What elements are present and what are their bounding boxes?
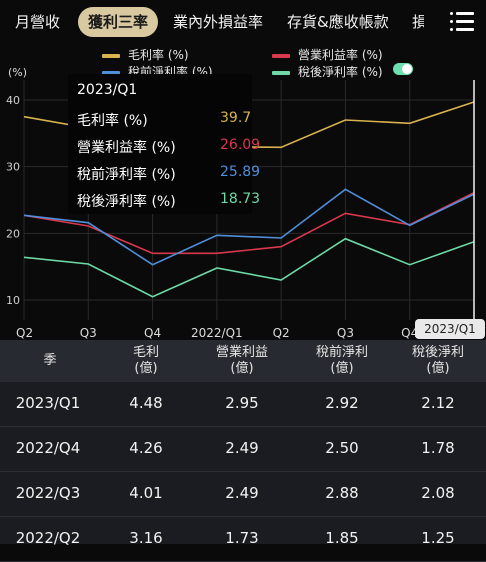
table-row[interactable]: 2022/Q4 4.26 2.49 2.50 1.78	[0, 427, 486, 472]
tooltip-label: 毛利率 (%)	[77, 113, 148, 129]
column-header-operating-income: 營業利益 (億)	[215, 345, 268, 376]
cell-quarter: 2022/Q2	[15, 529, 81, 547]
tooltip-title: 2023/Q1	[77, 82, 138, 98]
column-header-quarter: 季	[43, 353, 57, 368]
x-tick-label: 2022/Q1	[191, 326, 243, 340]
x-tick-label: Q3	[337, 326, 354, 340]
tab-more[interactable]: 損	[412, 13, 424, 31]
series-line	[23, 237, 475, 298]
cell-operating-income: 2.49	[225, 484, 259, 502]
x-tick-label: Q2	[16, 326, 33, 340]
cell-pretax-income: 1.85	[325, 529, 359, 547]
tooltip-value: 25.89	[220, 164, 261, 180]
x-tick-label: Q4	[144, 326, 161, 340]
cell-quarter: 2022/Q4	[15, 439, 81, 457]
cell-gross-profit: 4.26	[129, 439, 163, 457]
cell-net-income: 1.78	[421, 439, 455, 457]
toggle-switch[interactable]	[393, 63, 413, 75]
cell-operating-income: 2.95	[225, 394, 259, 412]
legend-swatch	[272, 53, 290, 58]
tab-non-operating-ratio[interactable]: 業內外損益率	[173, 13, 264, 31]
tab-monthly-revenue[interactable]: 月營收	[15, 13, 61, 31]
legend-swatch	[102, 70, 120, 75]
y-tick-label: 40	[6, 94, 20, 107]
tooltip-label: 稅前淨利率 (%)	[77, 167, 176, 183]
tooltip-label: 營業利益率 (%)	[77, 140, 176, 156]
cell-gross-profit: 4.01	[129, 484, 163, 502]
tab-inventory-receivables[interactable]: 存貨&應收帳款	[287, 13, 389, 31]
cell-pretax-income: 2.50	[325, 439, 359, 457]
legend-swatch	[102, 53, 120, 58]
cell-quarter: 2022/Q3	[15, 484, 81, 502]
legend-operating-margin[interactable]: 營業利益率 (%)	[272, 46, 383, 63]
x-tick-label: Q2	[273, 326, 290, 340]
x-tick-label: Q4	[401, 326, 418, 340]
series-line	[23, 188, 475, 266]
column-header-net-income: 稅後淨利 (億)	[411, 345, 464, 376]
cell-net-income: 1.25	[421, 529, 455, 547]
table-row[interactable]: 2022/Q2 3.16 1.73 1.85 1.25	[0, 517, 486, 562]
table-row[interactable]: 2023/Q1 4.48 2.95 2.92 2.12	[0, 382, 486, 427]
cell-gross-profit: 4.48	[129, 394, 163, 412]
table-header: 季 毛利 (億) 營業利益 (億) 稅前淨利 (億) 稅後淨利 (億)	[0, 340, 486, 382]
cell-operating-income: 1.73	[225, 529, 259, 547]
y-tick-label: 20	[6, 227, 20, 240]
menu-icon[interactable]	[450, 12, 474, 32]
x-tick-label: Q3	[80, 326, 97, 340]
selected-period-badge: 2023/Q1	[415, 319, 485, 339]
cell-pretax-income: 2.92	[325, 394, 359, 412]
tab-bar: 月營收 獲利三率 業內外損益率 存貨&應收帳款 損	[0, 0, 486, 44]
y-unit-label: (%)	[8, 66, 28, 79]
y-tick-label: 30	[6, 161, 20, 174]
cell-gross-profit: 3.16	[129, 529, 163, 547]
legend-net-margin[interactable]: 稅後淨利率 (%)	[272, 63, 383, 80]
legend-gross-margin[interactable]: 毛利率 (%)	[102, 46, 189, 63]
column-header-pretax-income: 稅前淨利 (億)	[315, 345, 368, 376]
tooltip-label: 稅後淨利率 (%)	[77, 194, 176, 210]
tooltip-value: 26.09	[220, 137, 261, 153]
cell-operating-income: 2.49	[225, 439, 259, 457]
cell-quarter: 2023/Q1	[15, 394, 81, 412]
column-header-gross-profit: 毛利 (億)	[132, 345, 159, 376]
cell-pretax-income: 2.88	[325, 484, 359, 502]
y-tick-label: 10	[6, 294, 20, 307]
chart-tooltip: 2023/Q1 毛利率 (%) 39.7 營業利益率 (%) 26.09 稅前淨…	[68, 74, 260, 214]
cell-net-income: 2.08	[421, 484, 455, 502]
legend-swatch	[272, 70, 290, 75]
tooltip-value: 39.7	[220, 110, 252, 126]
profit-table: 季 毛利 (億) 營業利益 (億) 稅前淨利 (億) 稅後淨利 (億) 2023/Q1 …	[0, 340, 486, 562]
tooltip-value: 18.73	[220, 191, 261, 207]
tab-profit-ratios[interactable]: 獲利三率	[78, 7, 159, 37]
cell-net-income: 2.12	[421, 394, 455, 412]
table-row[interactable]: 2022/Q3 4.01 2.49 2.88 2.08	[0, 472, 486, 517]
